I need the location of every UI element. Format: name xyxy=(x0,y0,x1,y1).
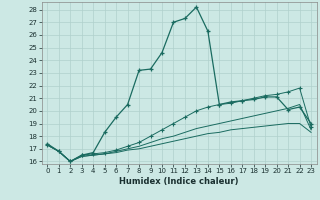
X-axis label: Humidex (Indice chaleur): Humidex (Indice chaleur) xyxy=(119,177,239,186)
